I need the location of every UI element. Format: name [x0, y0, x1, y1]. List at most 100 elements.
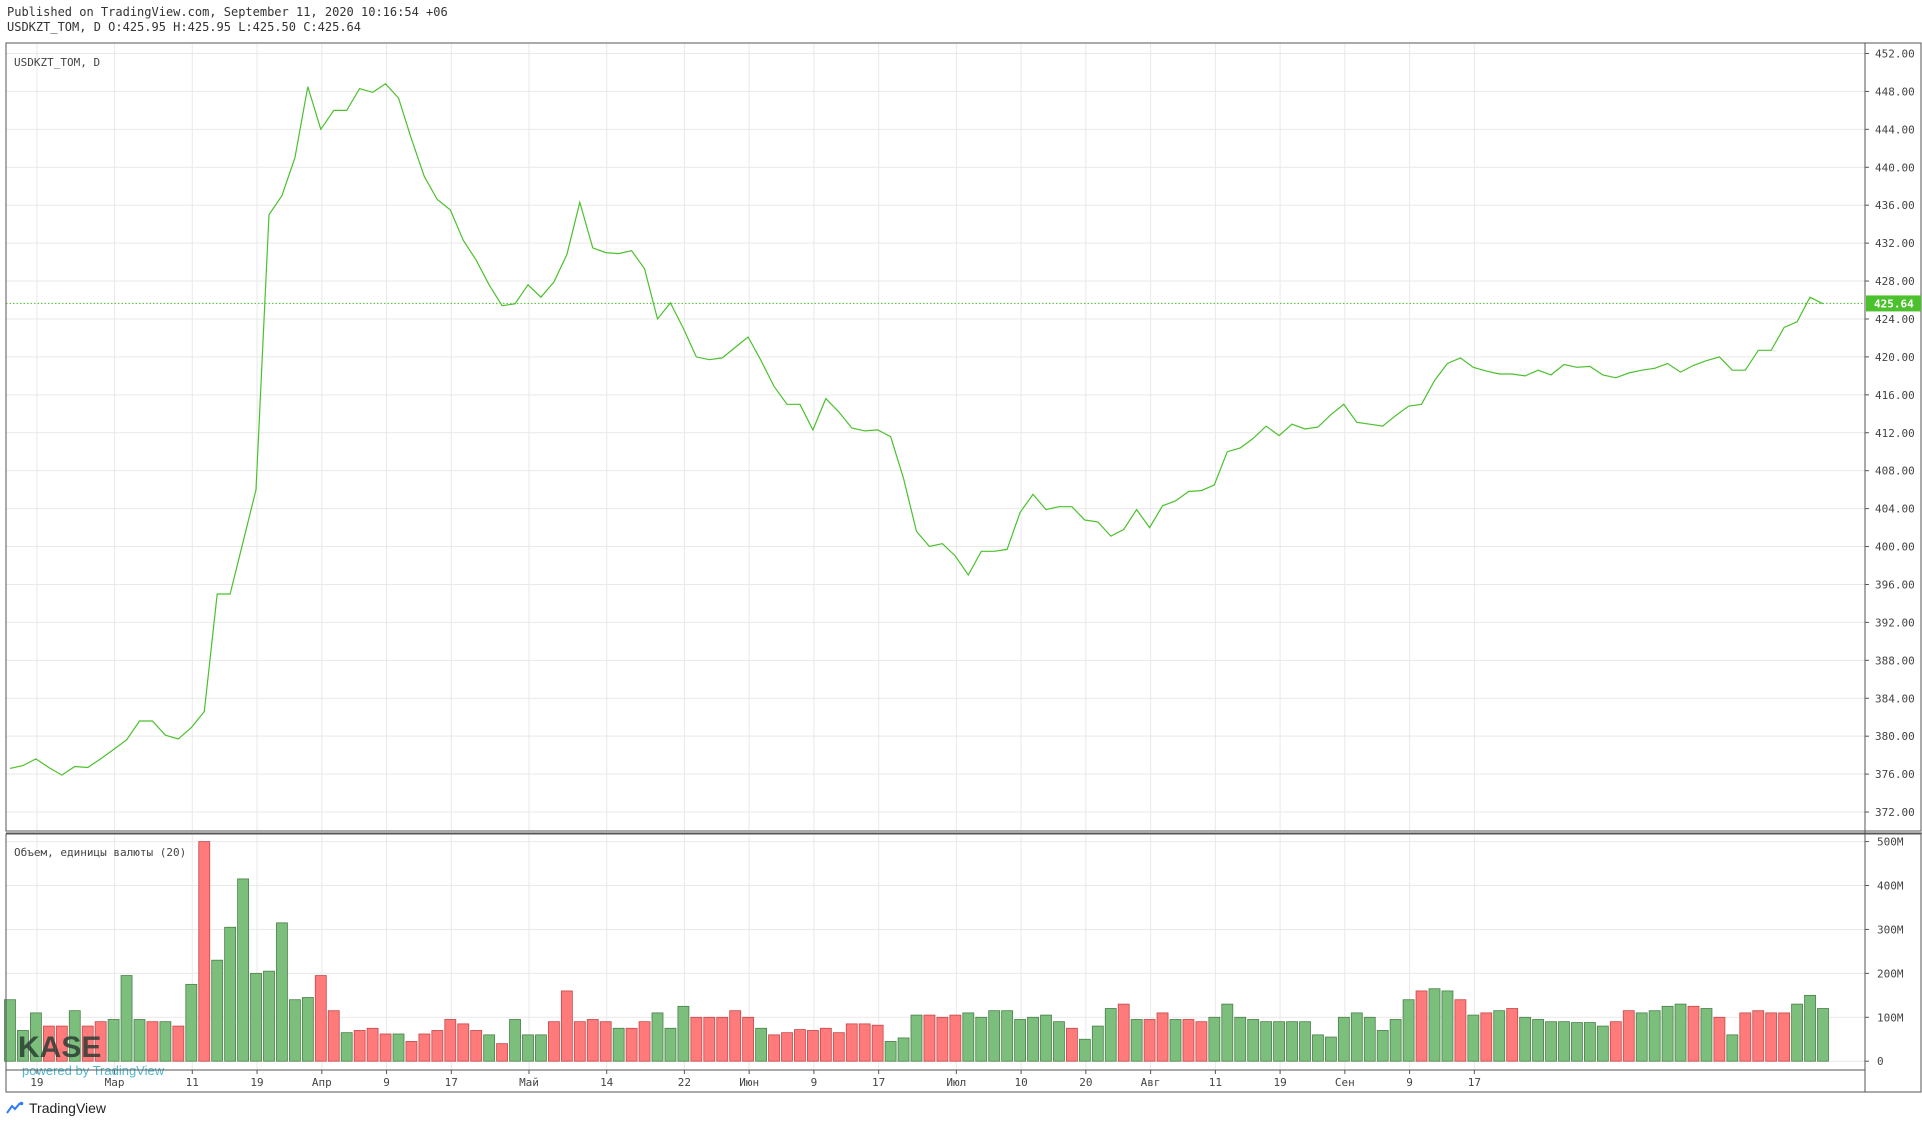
- price-point: [1278, 434, 1281, 437]
- volume-bar: [1273, 1021, 1285, 1062]
- price-point: [617, 252, 620, 255]
- volume-bar: [897, 1037, 910, 1062]
- volume-bar: [1325, 1036, 1337, 1062]
- volume-bar: [1545, 1021, 1557, 1062]
- price-axis-label: 396.00: [1875, 578, 1915, 591]
- volume-bar: [353, 1030, 366, 1062]
- volume-bar: [1182, 1019, 1195, 1062]
- volume-bar: [1078, 1038, 1091, 1062]
- price-point: [526, 283, 529, 286]
- volume-bar: [625, 1027, 638, 1062]
- volume-bar: [1558, 1021, 1570, 1062]
- volume-bar: [716, 1016, 729, 1062]
- volume-bar: [1091, 1025, 1104, 1062]
- price-point: [1019, 511, 1022, 514]
- price-point: [1562, 363, 1565, 366]
- price-point: [1575, 366, 1578, 369]
- volume-bar: [42, 1025, 55, 1062]
- price-point: [1588, 365, 1591, 368]
- price-point: [1187, 490, 1190, 493]
- price-point: [1783, 326, 1786, 329]
- price-point: [345, 109, 348, 112]
- price-point: [151, 719, 154, 722]
- price-point: [1524, 374, 1527, 377]
- price-axis-label: 372.00: [1875, 806, 1915, 819]
- price-point: [1808, 296, 1811, 299]
- volume-bar: [1428, 988, 1441, 1062]
- volume-bar: [120, 975, 133, 1062]
- volume-bar: [962, 1012, 975, 1062]
- price-point: [1472, 366, 1475, 369]
- volume-bar: [586, 1019, 599, 1062]
- volume-bar: [366, 1027, 379, 1062]
- price-point: [1666, 362, 1669, 365]
- time-axis-label: 10: [1014, 1076, 1027, 1089]
- price-axis-label: 436.00: [1875, 199, 1915, 212]
- price-point: [229, 592, 232, 595]
- volume-bar: [949, 1014, 962, 1062]
- volume-bar: [1143, 1019, 1156, 1062]
- price-point: [501, 304, 504, 307]
- time-axis-label: Июн: [739, 1076, 759, 1089]
- price-point: [1329, 413, 1332, 416]
- price-point: [993, 550, 996, 553]
- price-point: [552, 280, 555, 283]
- price-point: [889, 435, 892, 438]
- volume-axis-label: 100M: [1877, 1011, 1904, 1024]
- volume-bar: [457, 1023, 470, 1062]
- volume-bar: [1674, 1003, 1687, 1062]
- volume-bar: [107, 1019, 120, 1062]
- volume-bar: [1363, 1016, 1376, 1062]
- volume-bar: [1169, 1019, 1182, 1062]
- footer-brand[interactable]: TradingView: [6, 1100, 106, 1116]
- volume-axis-label: 300M: [1877, 923, 1904, 936]
- published-info: Published on TradingView.com, September …: [7, 5, 448, 19]
- price-point: [1044, 508, 1047, 511]
- price-point: [798, 403, 801, 406]
- volume-bar: [560, 990, 573, 1062]
- price-point: [1731, 369, 1734, 372]
- volume-axis-label: 0: [1877, 1055, 1884, 1068]
- volume-bar: [1286, 1021, 1298, 1062]
- price-point: [863, 429, 866, 432]
- time-axis-label: 19: [1273, 1076, 1286, 1089]
- volume-bar: [483, 1034, 496, 1062]
- price-point: [708, 358, 711, 361]
- volume-bar: [1415, 990, 1428, 1062]
- time-axis-label: Июл: [946, 1076, 966, 1089]
- price-point: [721, 356, 724, 359]
- volume-bar: [470, 1030, 483, 1062]
- volume-bar: [1260, 1021, 1273, 1062]
- price-axis-label: 392.00: [1875, 616, 1915, 629]
- price-point: [242, 540, 245, 543]
- price-point: [112, 748, 115, 751]
- volume-bar: [211, 959, 224, 1062]
- price-point: [1083, 518, 1086, 521]
- volume-bar: [1571, 1022, 1583, 1062]
- volume-bar: [1622, 1010, 1635, 1062]
- price-point: [73, 765, 76, 768]
- price-axis-label: 440.00: [1875, 161, 1915, 174]
- volume-bar: [1648, 1010, 1661, 1062]
- volume-bar: [599, 1021, 612, 1062]
- volume-bar: [301, 997, 314, 1062]
- volume-bar: [845, 1023, 858, 1062]
- price-point: [1031, 493, 1034, 496]
- price-point: [1368, 423, 1371, 426]
- volume-bar: [988, 1010, 1001, 1062]
- volume-bar: [198, 841, 211, 1062]
- volume-bar: [327, 1010, 340, 1062]
- price-point: [980, 550, 983, 553]
- volume-bar: [1221, 1003, 1234, 1062]
- kase-logo-text: KASE: [18, 1031, 101, 1064]
- volume-bar: [1389, 1019, 1402, 1062]
- volume-bar: [651, 1012, 664, 1062]
- volume-bar: [1817, 1008, 1829, 1062]
- price-point: [177, 737, 180, 740]
- price-axis-label: 428.00: [1875, 275, 1915, 288]
- volume-bar: [677, 1005, 690, 1062]
- price-point: [254, 488, 257, 491]
- price-point: [747, 335, 750, 338]
- volume-bar: [1752, 1010, 1765, 1062]
